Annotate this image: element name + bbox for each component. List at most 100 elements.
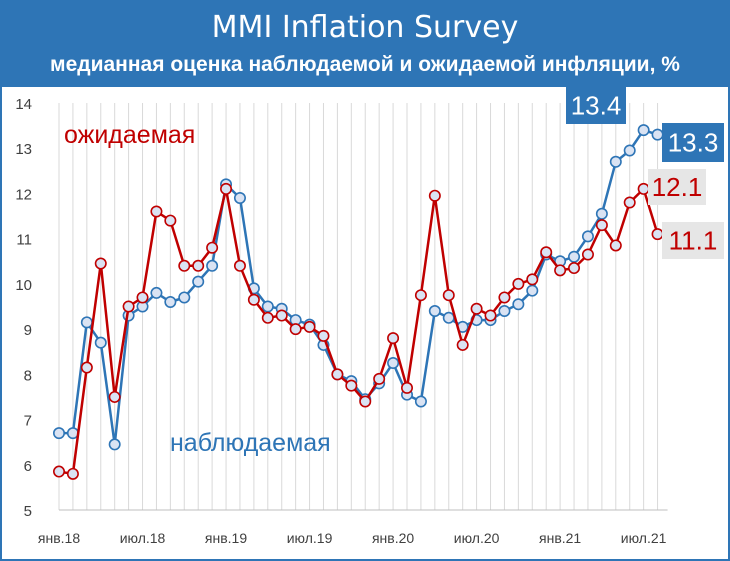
series-label-expected: ожидаемая (64, 121, 195, 149)
data-point-expected (568, 262, 581, 275)
data-point-expected (66, 467, 79, 480)
data-point-expected (428, 189, 441, 202)
data-point-observed (192, 275, 205, 288)
data-point-expected (206, 241, 219, 254)
x-tick-label: июл.19 (287, 530, 333, 546)
data-point-expected (387, 332, 400, 345)
value-callout-box (566, 87, 626, 124)
data-point-expected (498, 291, 511, 304)
data-point-expected (484, 309, 497, 322)
data-point-observed (233, 191, 246, 204)
data-point-expected (651, 228, 664, 241)
y-tick-label: 14 (15, 96, 32, 113)
data-point-observed (428, 305, 441, 318)
data-point-observed (80, 316, 93, 329)
series-line-observed (59, 128, 658, 446)
data-point-expected (122, 300, 135, 313)
data-point-observed (387, 357, 400, 370)
data-point-expected (456, 338, 469, 351)
data-point-observed (164, 295, 177, 308)
x-tick-label: июл.20 (454, 530, 500, 546)
x-tick-label: янв.20 (372, 530, 414, 546)
data-point-expected (470, 302, 483, 315)
data-point-expected (414, 289, 427, 302)
data-point-observed (568, 250, 581, 263)
data-point-observed (94, 336, 107, 349)
value-callout-label: 12.1 (652, 172, 703, 202)
data-point-expected (94, 257, 107, 270)
data-point-observed (595, 207, 608, 220)
data-point-expected (303, 320, 316, 333)
data-point-observed (609, 155, 622, 168)
series-line-expected (58, 187, 659, 476)
data-point-expected (233, 259, 246, 272)
data-point-expected (595, 219, 608, 232)
data-point-expected (554, 264, 567, 277)
data-point-observed (512, 298, 525, 311)
x-tick-label: янв.21 (539, 530, 581, 546)
x-tick-label: янв.19 (205, 530, 247, 546)
data-point-expected (80, 361, 93, 374)
data-point-expected (637, 182, 650, 195)
y-tick-label: 13 (15, 141, 32, 158)
value-callout-label: 11.1 (669, 226, 718, 256)
data-point-observed (206, 259, 219, 272)
series-label-observed: наблюдаемая (170, 429, 331, 457)
data-point-expected (261, 311, 274, 324)
data-point-expected (136, 291, 149, 304)
data-point-observed (637, 124, 650, 137)
data-point-expected (289, 323, 302, 336)
data-point-observed (581, 230, 594, 243)
y-tick-label: 7 (24, 413, 32, 430)
data-point-expected (52, 465, 65, 478)
value-callout-label: 13.4 (571, 91, 622, 121)
y-tick-label: 12 (15, 186, 32, 203)
data-point-observed (178, 291, 191, 304)
y-tick-label: 9 (24, 322, 32, 339)
data-point-expected (178, 259, 191, 272)
data-point-expected (220, 182, 233, 195)
data-point-observed (108, 438, 121, 451)
x-tick-label: июл.18 (120, 530, 166, 546)
data-point-expected (623, 196, 636, 209)
x-tick-label: янв.18 (38, 530, 80, 546)
data-point-observed (498, 305, 511, 318)
y-tick-label: 6 (24, 458, 32, 475)
data-point-expected (345, 379, 358, 392)
data-point-observed (623, 144, 636, 157)
data-point-expected (164, 214, 177, 227)
data-point-expected (192, 259, 205, 272)
data-point-observed (651, 128, 664, 141)
chart-header: MMI Inflation Survey медианная оценка на… (2, 2, 728, 87)
value-callout-box (648, 169, 706, 205)
x-tick-label: июл.21 (621, 530, 667, 546)
data-point-observed (261, 300, 274, 313)
chart-subtitle: медианная оценка наблюдаемой и ожидаемой… (50, 53, 680, 76)
data-point-expected (247, 293, 260, 306)
value-callout-box (662, 123, 724, 162)
data-point-observed (442, 311, 455, 324)
data-point-expected (540, 246, 553, 259)
data-point-expected (442, 289, 455, 302)
data-point-expected (512, 277, 525, 290)
data-point-expected (108, 390, 121, 403)
data-point-expected (150, 205, 163, 218)
data-point-observed (414, 395, 427, 408)
data-point-expected (400, 381, 413, 394)
value-callout-box (662, 222, 724, 259)
y-tick-label: 11 (16, 232, 32, 249)
data-point-expected (275, 309, 288, 322)
data-point-expected (359, 395, 372, 408)
data-point-expected (581, 248, 594, 261)
data-point-expected (373, 372, 386, 385)
data-point-observed (150, 286, 163, 299)
data-point-expected (331, 368, 344, 381)
y-tick-label: 10 (15, 277, 32, 294)
data-point-observed (52, 427, 65, 440)
data-point-expected (609, 239, 622, 252)
data-point-expected (526, 273, 539, 286)
data-point-observed (526, 284, 539, 297)
y-tick-label: 8 (24, 367, 32, 384)
y-tick-label: 5 (24, 503, 32, 520)
